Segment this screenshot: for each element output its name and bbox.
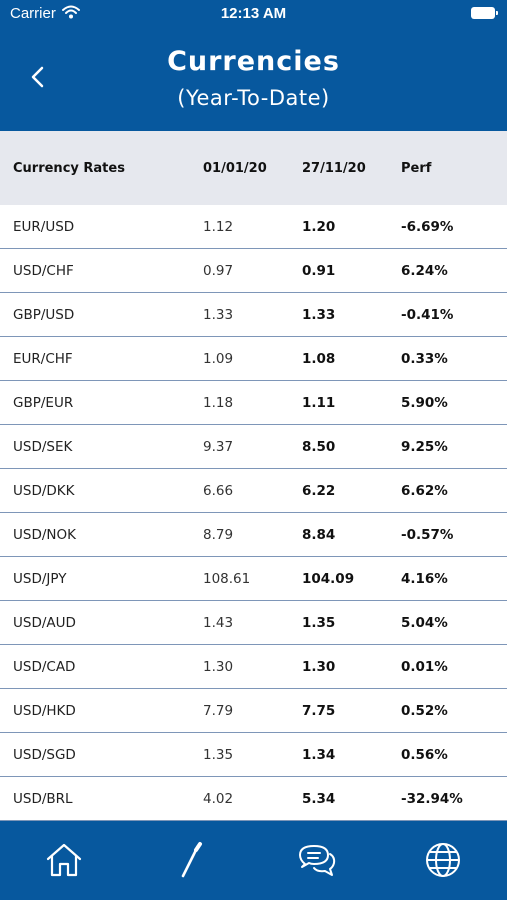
start-rate: 9.37 xyxy=(203,439,234,455)
performance: 6.62% xyxy=(401,483,448,499)
pen-icon xyxy=(181,842,202,878)
currency-pair: EUR/USD xyxy=(13,219,75,235)
page-header: Currencies (Year-To-Date) xyxy=(0,30,507,131)
table-row: USD/AUD 1.43 1.35 5.04% xyxy=(0,601,507,645)
start-rate: 1.12 xyxy=(203,219,234,235)
start-rate: 1.18 xyxy=(203,395,234,411)
end-rate: 5.34 xyxy=(302,791,336,807)
currency-pair: USD/AUD xyxy=(13,615,76,631)
currency-pair: USD/NOK xyxy=(13,527,76,543)
performance: 0.56% xyxy=(401,747,448,763)
globe-icon xyxy=(426,843,460,877)
end-rate: 104.09 xyxy=(302,571,355,587)
table-row: GBP/USD 1.33 1.33 -0.41% xyxy=(0,293,507,337)
table-row: USD/NOK 8.79 8.84 -0.57% xyxy=(0,513,507,557)
table-header-row: Currency Rates 01/01/20 27/11/20 Perf xyxy=(0,131,507,205)
carrier-label: Carrier xyxy=(10,5,56,22)
table-row: EUR/CHF 1.09 1.08 0.33% xyxy=(0,337,507,381)
performance: 0.52% xyxy=(401,703,448,719)
currency-pair: EUR/CHF xyxy=(13,351,73,367)
end-rate: 1.08 xyxy=(302,351,336,367)
performance: 6.24% xyxy=(401,263,448,279)
currency-pair: USD/HKD xyxy=(13,703,76,719)
performance: 4.16% xyxy=(401,571,448,587)
performance: 0.33% xyxy=(401,351,448,367)
table-row: USD/CAD 1.30 1.30 0.01% xyxy=(0,645,507,689)
end-rate: 7.75 xyxy=(302,703,336,719)
tab-globe[interactable] xyxy=(418,835,468,885)
table-row: USD/DKK 6.66 6.22 6.62% xyxy=(0,469,507,513)
start-rate: 1.09 xyxy=(203,351,234,367)
table-row: USD/BRL 4.02 5.34 -32.94% xyxy=(0,777,507,821)
start-rate: 7.79 xyxy=(203,703,234,719)
tab-home[interactable] xyxy=(39,835,89,885)
tab-chat[interactable] xyxy=(292,835,342,885)
status-bar: Carrier 12:13 AM xyxy=(0,0,507,30)
back-chevron-icon[interactable] xyxy=(22,60,56,94)
currency-pair: USD/SGD xyxy=(13,747,76,763)
currency-pair: USD/CHF xyxy=(13,263,74,279)
end-rate: 8.84 xyxy=(302,527,336,543)
end-rate: 6.22 xyxy=(302,483,336,499)
currency-pair: USD/JPY xyxy=(13,571,67,587)
end-rate: 1.30 xyxy=(302,659,336,675)
currency-pair: GBP/USD xyxy=(13,307,75,323)
start-rate: 8.79 xyxy=(203,527,234,543)
start-rate: 6.66 xyxy=(203,483,234,499)
end-rate: 1.35 xyxy=(302,615,336,631)
performance: 0.01% xyxy=(401,659,448,675)
table-row: USD/HKD 7.79 7.75 0.52% xyxy=(0,689,507,733)
end-rate: 1.20 xyxy=(302,219,336,235)
page-subtitle: (Year-To-Date) xyxy=(177,86,330,110)
table-row: EUR/USD 1.12 1.20 -6.69% xyxy=(0,205,507,249)
currency-table: EUR/USD 1.12 1.20 -6.69% USD/CHF 0.97 0.91 6.24… xyxy=(0,205,507,821)
start-rate: 108.61 xyxy=(203,571,251,587)
battery-icon xyxy=(471,7,498,19)
column-header-perf: Perf xyxy=(401,161,432,176)
performance: 9.25% xyxy=(401,439,448,455)
start-rate: 4.02 xyxy=(203,791,234,807)
home-icon xyxy=(46,843,82,877)
page-title: Currencies xyxy=(167,46,340,77)
currency-pair: GBP/EUR xyxy=(13,395,74,411)
table-row: USD/SGD 1.35 1.34 0.56% xyxy=(0,733,507,777)
currency-pair: USD/BRL xyxy=(13,791,73,807)
tab-edit[interactable] xyxy=(166,835,216,885)
performance: -6.69% xyxy=(401,219,454,235)
performance: -0.41% xyxy=(401,307,454,323)
end-rate: 1.33 xyxy=(302,307,336,323)
performance: 5.90% xyxy=(401,395,448,411)
table-row: USD/JPY 108.61 104.09 4.16% xyxy=(0,557,507,601)
column-header-pair: Currency Rates xyxy=(13,161,125,176)
wifi-icon xyxy=(62,5,80,19)
column-header-start: 01/01/20 xyxy=(203,161,267,176)
tab-bar xyxy=(0,821,507,900)
start-rate: 1.33 xyxy=(203,307,234,323)
performance: -32.94% xyxy=(401,791,463,807)
start-rate: 1.43 xyxy=(203,615,234,631)
start-rate: 1.30 xyxy=(203,659,234,675)
table-row: USD/CHF 0.97 0.91 6.24% xyxy=(0,249,507,293)
end-rate: 1.11 xyxy=(302,395,336,411)
performance: 5.04% xyxy=(401,615,448,631)
start-rate: 1.35 xyxy=(203,747,234,763)
table-row: USD/SEK 9.37 8.50 9.25% xyxy=(0,425,507,469)
status-time: 12:13 AM xyxy=(220,5,287,22)
chat-icon xyxy=(299,845,336,876)
currency-pair: USD/DKK xyxy=(13,483,75,499)
performance: -0.57% xyxy=(401,527,454,543)
currency-pair: USD/SEK xyxy=(13,439,73,455)
column-header-end: 27/11/20 xyxy=(302,161,366,176)
currency-pair: USD/CAD xyxy=(13,659,76,675)
end-rate: 1.34 xyxy=(302,747,336,763)
end-rate: 8.50 xyxy=(302,439,336,455)
end-rate: 0.91 xyxy=(302,263,336,279)
start-rate: 0.97 xyxy=(203,263,234,279)
table-row: GBP/EUR 1.18 1.11 5.90% xyxy=(0,381,507,425)
